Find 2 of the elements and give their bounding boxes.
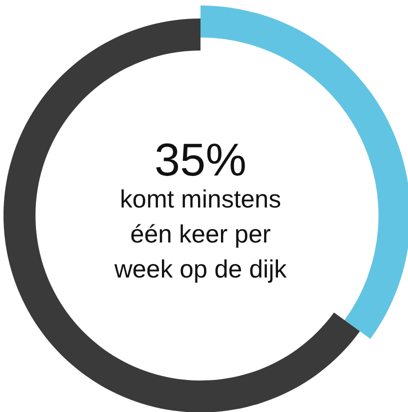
data-label: 35% (154, 134, 247, 186)
text: komt minstens één keer per week op de dijk (113, 186, 288, 284)
